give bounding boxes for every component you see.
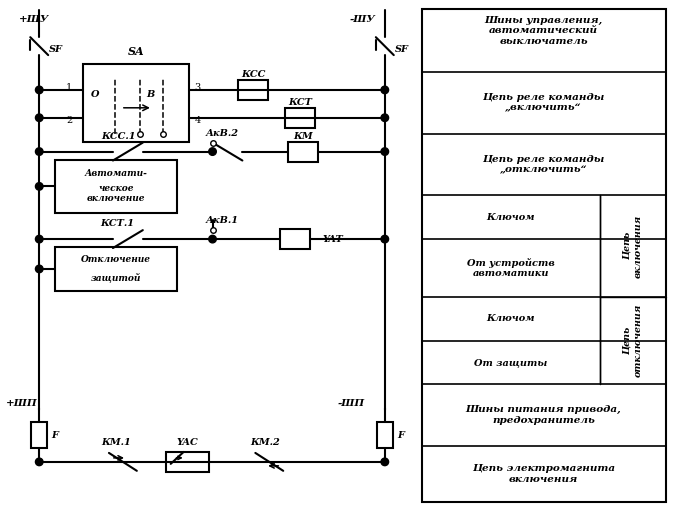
Text: КСС: КСС bbox=[241, 71, 265, 80]
Text: F: F bbox=[51, 431, 58, 439]
Text: От устройств
автоматики: От устройств автоматики bbox=[467, 258, 555, 278]
Circle shape bbox=[36, 265, 43, 273]
Circle shape bbox=[381, 148, 389, 155]
Text: Цепь
включения: Цепь включения bbox=[623, 215, 643, 277]
Circle shape bbox=[381, 235, 389, 243]
Text: КМ.2: КМ.2 bbox=[250, 438, 280, 447]
Text: От защиты: От защиты bbox=[474, 358, 547, 367]
Circle shape bbox=[36, 235, 43, 243]
Text: АкВ.1: АкВ.1 bbox=[206, 216, 238, 225]
Text: 1: 1 bbox=[66, 83, 72, 92]
Circle shape bbox=[36, 458, 43, 466]
Text: SF: SF bbox=[395, 44, 408, 54]
Text: Цепь электромагнита
включения: Цепь электромагнита включения bbox=[472, 464, 615, 483]
Bar bbox=[377, 422, 393, 448]
Circle shape bbox=[36, 86, 43, 94]
Bar bbox=[288, 142, 318, 161]
Text: -ШП: -ШП bbox=[338, 399, 365, 408]
Circle shape bbox=[36, 148, 43, 155]
Text: КМ: КМ bbox=[294, 132, 313, 141]
Text: SA: SA bbox=[128, 46, 144, 57]
Bar bbox=[238, 80, 268, 100]
Bar bbox=[83, 64, 188, 142]
Text: Ключом: Ключом bbox=[487, 213, 535, 222]
Text: Ключом: Ключом bbox=[487, 314, 535, 323]
Text: включение: включение bbox=[86, 194, 145, 203]
Bar bbox=[31, 422, 47, 448]
Text: +ШУ: +ШУ bbox=[20, 15, 49, 25]
Circle shape bbox=[381, 458, 389, 466]
Text: защитой: защитой bbox=[90, 272, 141, 282]
Text: 4: 4 bbox=[194, 116, 200, 125]
Text: +ШП: +ШП bbox=[6, 399, 38, 408]
Text: Цепь
отключения: Цепь отключения bbox=[623, 304, 643, 377]
Text: 3: 3 bbox=[194, 83, 200, 92]
Text: Шины питания привода,
предохранитель: Шины питания привода, предохранитель bbox=[466, 405, 622, 425]
Circle shape bbox=[36, 182, 43, 190]
Circle shape bbox=[209, 235, 216, 243]
Text: 2: 2 bbox=[66, 116, 72, 125]
Text: ческое: ческое bbox=[98, 184, 134, 193]
Circle shape bbox=[36, 114, 43, 122]
Circle shape bbox=[209, 148, 216, 155]
Text: Шины управления,
автоматический
выключатель: Шины управления, автоматический выключат… bbox=[485, 16, 603, 45]
Text: АкВ.2: АкВ.2 bbox=[206, 129, 238, 137]
Bar bbox=[55, 159, 177, 213]
Bar bbox=[286, 108, 315, 128]
Bar bbox=[280, 229, 310, 249]
Bar bbox=[422, 9, 666, 502]
Text: F: F bbox=[397, 431, 404, 439]
Text: B: B bbox=[146, 90, 155, 99]
Bar bbox=[55, 247, 177, 291]
Circle shape bbox=[381, 114, 389, 122]
Circle shape bbox=[381, 86, 389, 94]
Text: КСС.1: КСС.1 bbox=[101, 132, 136, 141]
Text: YAC: YAC bbox=[176, 438, 198, 447]
Text: КМ.1: КМ.1 bbox=[101, 438, 131, 447]
Text: -ШУ: -ШУ bbox=[350, 15, 376, 25]
Text: YAT: YAT bbox=[322, 235, 343, 244]
Text: КСТ: КСТ bbox=[288, 98, 312, 107]
Bar bbox=[165, 452, 209, 472]
Text: Цепь реле команды
„отключить“: Цепь реле команды „отключить“ bbox=[483, 155, 605, 174]
Text: КСТ.1: КСТ.1 bbox=[100, 219, 134, 228]
Text: SF: SF bbox=[49, 44, 63, 54]
Text: Автомати-: Автомати- bbox=[84, 170, 147, 178]
Text: Отключение: Отключение bbox=[81, 255, 151, 264]
Text: Цепь реле команды
„включить“: Цепь реле команды „включить“ bbox=[483, 93, 605, 112]
Text: O: O bbox=[90, 90, 99, 99]
